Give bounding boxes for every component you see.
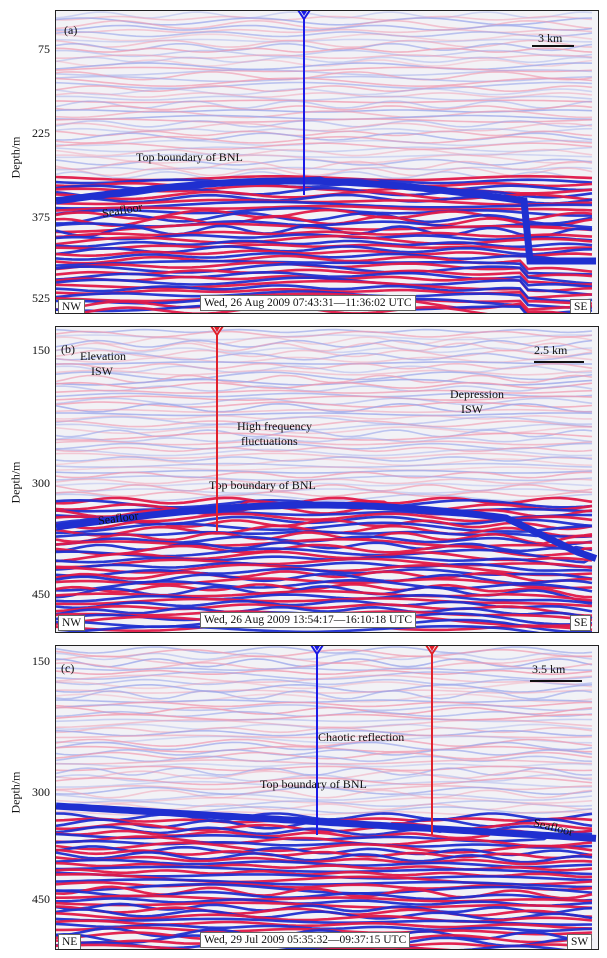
panel-c-scale-label: 3.5 km: [532, 662, 566, 676]
panel-b-right-direction: SE: [570, 615, 592, 631]
panel-b-tick-300: 300: [32, 476, 50, 490]
panel-b-station-marker: [210, 327, 224, 531]
panel-c-right-direction: SW: [567, 934, 593, 949]
panel-a-tick-375: 375: [32, 210, 50, 224]
panel-b-elevation-label-2: ISW: [91, 364, 113, 378]
panel-b-letter: (b): [61, 342, 75, 356]
panel-a-tick-75: 75: [38, 42, 50, 56]
panel-a-top-boundary-label: Top boundary of BNL: [136, 150, 243, 164]
panel-a-station-marker: [297, 11, 311, 195]
seismic-image-c: [56, 646, 598, 949]
panel-a-right-direction: SE: [570, 299, 592, 313]
panel-b-highfreq-label-2: fluctuations: [241, 434, 298, 448]
seismic-image-a: [56, 11, 598, 313]
panel-a-left-direction: NW: [58, 299, 86, 313]
panel-c-top-boundary-label: Top boundary of BNL: [260, 777, 367, 791]
panel-b-scale-label: 2.5 km: [534, 343, 568, 357]
panel-b-tick-150: 150: [32, 343, 50, 357]
panel-c-scale-bar: [530, 680, 582, 682]
panel-c-letter: (c): [61, 661, 75, 675]
seismic-panel-c: (c) 3.5 km Chaotic reflection Top bounda…: [55, 645, 599, 950]
seismic-panel-b: (b) 2.5 km Elevation ISW Depression ISW …: [55, 326, 599, 633]
panel-b-depression-label-2: ISW: [461, 402, 483, 416]
panel-c-tick-450: 450: [32, 892, 50, 906]
panel-b-timestamp: Wed, 26 Aug 2009 13:54:17—16:10:18 UTC: [200, 612, 416, 628]
panel-c-left-direction: NE: [58, 934, 82, 949]
panel-b-depression-label-1: Depression: [450, 387, 504, 401]
panel-c-tick-150: 150: [32, 654, 50, 668]
panel-a-ylabel: Depth/m: [8, 136, 23, 179]
panel-c-tick-300: 300: [32, 785, 50, 799]
panel-a-scale-label: 3 km: [538, 31, 563, 45]
panel-b-scale-bar: [534, 361, 584, 363]
panel-a-scale-bar: [532, 45, 574, 47]
panel-a-timestamp: Wed, 26 Aug 2009 07:43:31—11:36:02 UTC: [200, 295, 416, 311]
seismic-panel-a: (a) 3 km Top boundary of BNL Seafloor NW…: [55, 10, 599, 314]
panel-b-highfreq-label-1: High frequency: [237, 419, 312, 433]
panel-c-timestamp: Wed, 29 Jul 2009 05:35:32—09:37:15 UTC: [200, 932, 411, 948]
panel-c-station-marker-blue: [310, 646, 324, 835]
seismic-image-b: [56, 327, 598, 632]
panel-a-tick-525: 525: [32, 291, 50, 305]
panel-c-chaotic-label: Chaotic reflection: [318, 730, 405, 744]
panel-a-tick-225: 225: [32, 126, 50, 140]
panel-a-letter: (a): [64, 23, 78, 37]
panel-b-left-direction: NW: [58, 615, 86, 631]
panel-b-elevation-label-1: Elevation: [80, 349, 126, 363]
panel-b-tick-450: 450: [32, 587, 50, 601]
panel-c-station-marker-red: [425, 646, 439, 835]
panel-b-top-boundary-label: Top boundary of BNL: [209, 478, 316, 492]
